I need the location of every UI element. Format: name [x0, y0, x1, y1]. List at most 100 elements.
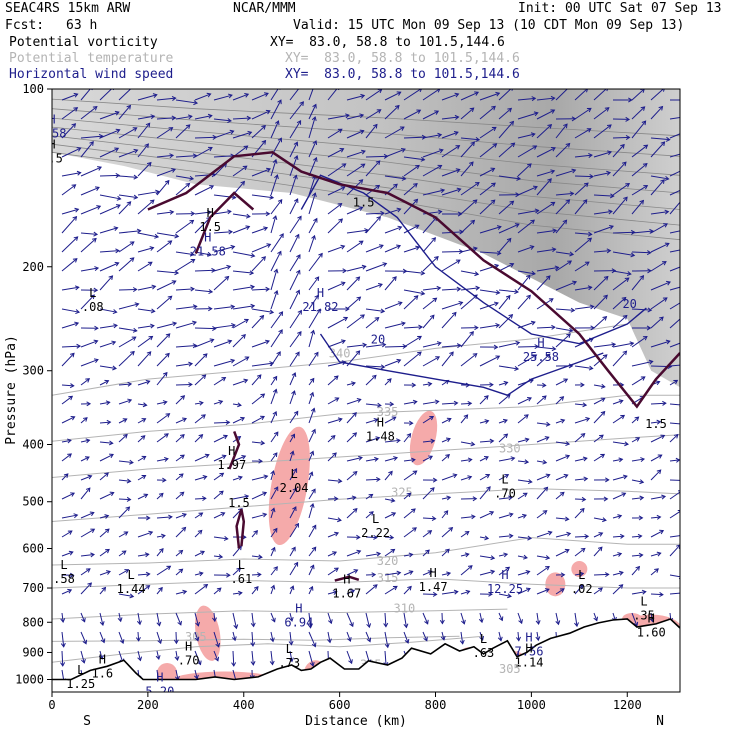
wind-arrowhead [434, 399, 440, 405]
wind-arrowhead [474, 271, 480, 277]
wind-arrow [498, 121, 514, 139]
wind-arrowhead [308, 585, 314, 591]
wind-arrow [327, 418, 342, 424]
wind-arrowhead [250, 303, 256, 309]
wind-arrowhead [104, 379, 110, 385]
wind-arrow [384, 612, 387, 627]
wind-arrowhead [376, 551, 382, 557]
stratosphere-contour [52, 108, 680, 157]
wind-arrowhead [178, 549, 184, 555]
init-time: Init: 00 UTC Sat 07 Sep 13 [518, 1, 722, 16]
wind-arrow [498, 289, 519, 293]
wind-arrowhead [525, 587, 531, 593]
wind-arrowhead [69, 572, 75, 578]
wind-arrowhead [254, 586, 259, 591]
wind-arrow [441, 438, 451, 443]
wind-arrowhead [358, 206, 364, 211]
wind-arrow [403, 295, 419, 310]
wind-arrowhead [600, 397, 606, 402]
wind-arrowhead [390, 497, 396, 503]
wind-arrowhead [545, 275, 551, 280]
wind-arrow [137, 143, 149, 158]
wind-arrow [137, 531, 153, 538]
wind-arrowhead [624, 277, 630, 282]
extremum-kind: L [60, 558, 67, 572]
wind-arrowhead [314, 276, 320, 282]
wind-arrow [422, 297, 437, 310]
wind-arrowhead [352, 508, 358, 513]
wind-arrowhead [375, 436, 381, 442]
wind-arrow [137, 612, 141, 625]
wind-arrow [403, 631, 409, 644]
wind-arrowhead [446, 417, 452, 423]
wind-arrowhead [243, 378, 249, 384]
wind-arrowhead [436, 341, 442, 346]
wind-arrow [346, 631, 351, 642]
wind-arrowhead [396, 358, 402, 364]
extremum-value: .70 [178, 654, 200, 668]
wind-arrowhead [340, 281, 346, 287]
forecast-hours: 63 h [66, 18, 98, 33]
wind-arrowhead [431, 237, 437, 242]
wind-arrowhead [358, 240, 364, 246]
wind-arrowhead [316, 308, 321, 314]
wind-arrowhead [146, 351, 152, 356]
wind-arrow [251, 340, 270, 348]
stratosphere-shading [52, 89, 680, 388]
wind-arrowhead [388, 470, 393, 476]
wind-arrowhead [226, 264, 232, 270]
wind-arrow [517, 570, 530, 576]
extremum-H-7.56: H7.56 [515, 631, 544, 659]
wind-arrowhead [611, 268, 617, 274]
wind-arrowhead [550, 201, 556, 207]
wind-arrow [631, 251, 651, 254]
wind-arrowhead [564, 516, 570, 522]
wind-arrowhead [60, 642, 66, 648]
wind-arrow [536, 612, 540, 625]
wind-arrow [555, 532, 571, 538]
extremum-L-.02: L.02 [571, 568, 593, 596]
wind-arrow [346, 508, 358, 519]
wind-arrowhead [223, 535, 229, 541]
wind-arrowhead [221, 377, 227, 382]
contour-label-1.5: 1.5 [228, 496, 250, 510]
wind-arrowhead [603, 496, 609, 502]
wind-arrow [612, 584, 623, 595]
wind-arrowhead [292, 468, 298, 473]
wind-arrow [289, 175, 297, 196]
wind-arrowhead [490, 199, 496, 205]
wind-arrowhead [493, 344, 499, 350]
wind-arrow [479, 631, 484, 641]
wind-arrowhead [642, 163, 648, 168]
wind-arrow [479, 182, 496, 196]
extremum-value: 1.60 [637, 625, 666, 639]
wind-arrowhead [297, 331, 302, 336]
wind-arrowhead [465, 589, 471, 595]
wind-arrowhead [141, 455, 147, 461]
extremum-H-1.58: H1.58 [52, 112, 66, 140]
wind-arrow [536, 460, 547, 464]
wind-arrowhead [524, 437, 530, 443]
wind-arrowhead [532, 185, 538, 191]
wind-arrowhead [415, 164, 420, 170]
wind-arrow [498, 295, 511, 310]
wind-arrowhead [638, 552, 644, 558]
wind-arrowhead [121, 550, 127, 555]
wind-arrowhead [269, 309, 275, 315]
wind-arrowhead [228, 229, 233, 235]
wind-arrow [460, 107, 474, 120]
wind-arrowhead [93, 358, 99, 364]
wind-arrowhead [641, 589, 647, 595]
wind-arrowhead [296, 119, 302, 125]
wind-arrowhead [485, 474, 491, 479]
wind-arrow [137, 418, 146, 424]
wind-arrow [612, 251, 635, 256]
wind-arrowhead [227, 339, 233, 345]
wind-arrow [479, 251, 501, 254]
wind-arrowhead [566, 531, 572, 537]
wind-arrow [574, 548, 586, 557]
wind-arrow [384, 276, 397, 291]
wind-arrowhead [435, 356, 441, 361]
wind-arrow [422, 149, 444, 158]
wind-arrowhead [193, 100, 199, 106]
